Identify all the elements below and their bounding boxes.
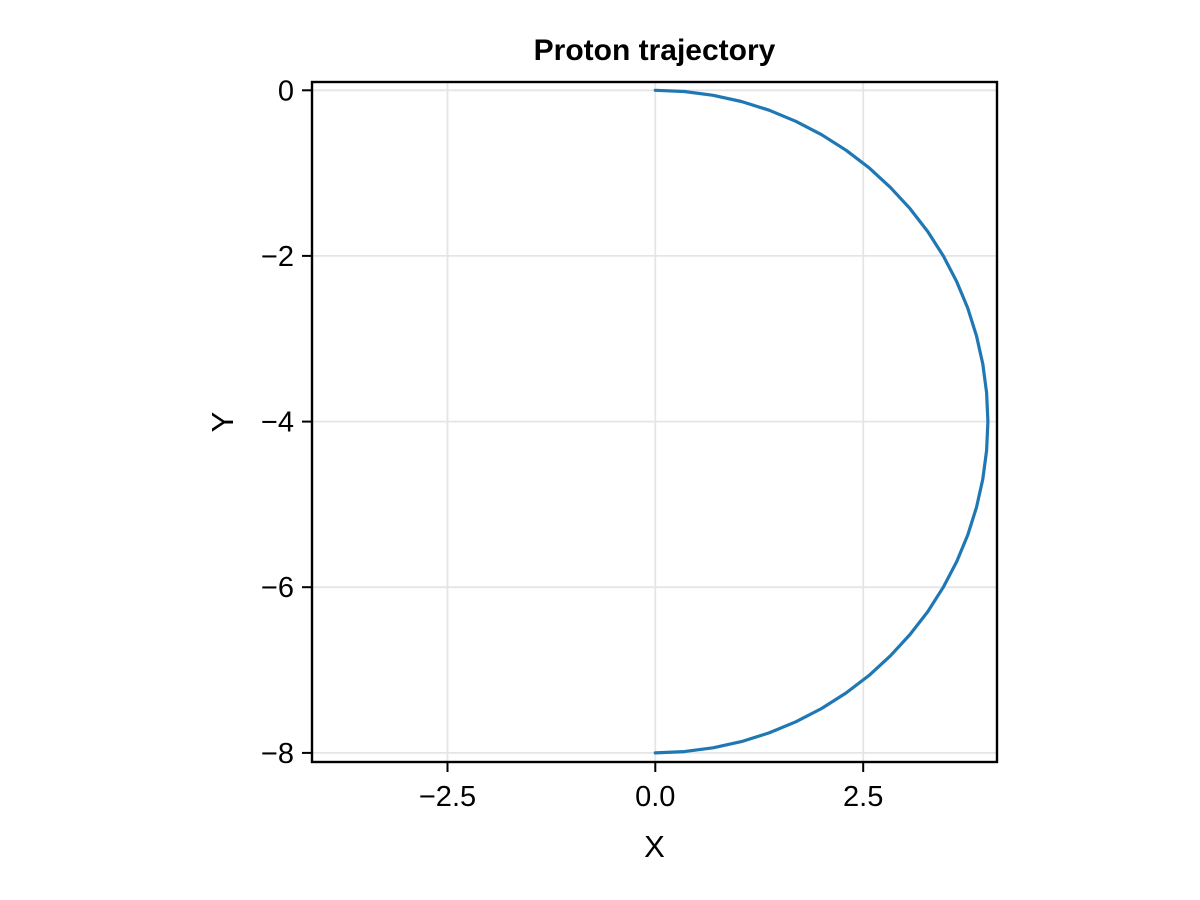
gridlines (312, 82, 997, 762)
x-tick-label: −2.5 (419, 781, 476, 813)
axis-ticks (302, 89, 865, 772)
x-tick-label: 0.0 (635, 781, 675, 813)
x-tick-label: 2.5 (843, 781, 883, 813)
y-tick-label: −4 (261, 407, 294, 439)
y-tick-label: −2 (261, 241, 294, 273)
trajectory-series (653, 88, 990, 755)
axis-tick-labels: −2.5 0.0 2.5 0 −2 −4 −6 −8 (261, 75, 883, 813)
y-tick-label: 0 (278, 75, 294, 107)
y-tick-label: −8 (261, 738, 294, 770)
y-tick-label: −6 (261, 572, 294, 604)
x-axis-label: X (644, 829, 665, 864)
y-axis-label: Y (205, 412, 240, 433)
trajectory-line (653, 88, 990, 755)
chart-title: Proton trajectory (534, 34, 776, 67)
